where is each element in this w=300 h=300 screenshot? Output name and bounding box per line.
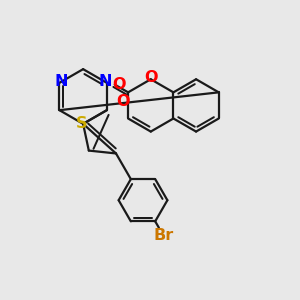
Text: Br: Br [153,228,173,243]
Text: N: N [99,74,112,89]
Text: O: O [144,70,158,85]
Text: O: O [112,77,126,92]
Text: N: N [54,74,68,89]
Text: O: O [116,94,130,109]
Text: S: S [76,116,87,131]
